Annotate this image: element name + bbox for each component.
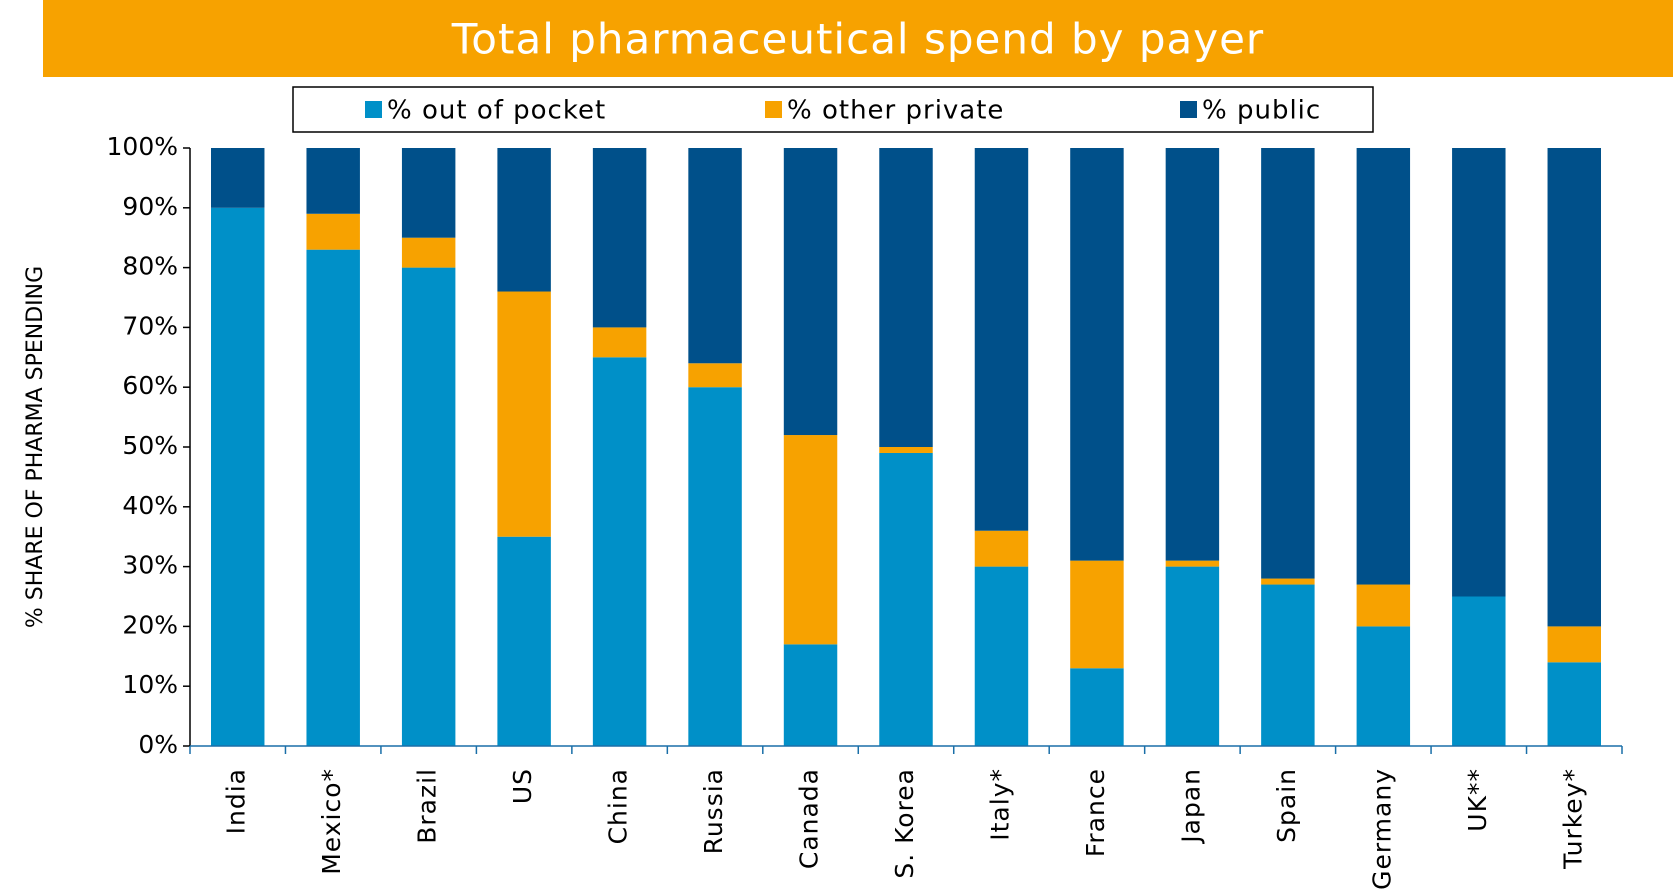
bar-segment [879,148,933,447]
legend-swatch [765,101,782,118]
bar-segment [401,148,456,238]
bar-segment [879,452,933,746]
x-tick-label: UK** [1463,768,1492,832]
bar-segment [306,148,360,214]
bar-segment [974,566,1029,746]
y-tick-label: 80% [122,252,178,281]
bar-segment [1452,148,1506,597]
y-tick-label: 60% [122,371,178,400]
chart-title: Total pharmaceutical spend by payer [451,15,1264,64]
bar-segment [1261,148,1315,579]
legend-swatch [365,101,382,118]
bar-segment [211,148,265,208]
y-axis-label: % SHARE OF PHARMA SPENDING [23,266,48,628]
y-tick-label: 50% [122,431,178,460]
bar-segment [401,237,456,268]
bar-segment [974,530,1029,567]
bar-segment [1261,578,1315,585]
bar-segment [1356,626,1411,746]
bar-segment [1547,662,1601,746]
x-tick-label: Russia [699,768,728,854]
legend-label: % out of pocket [387,96,606,126]
x-tick-label: Brazil [413,768,442,844]
bar-segment [1070,560,1124,669]
legend-swatch [1180,101,1197,118]
x-tick-label: Germany [1367,768,1396,890]
x-tick-label: India [222,768,251,834]
y-tick-label: 30% [122,551,178,580]
bar-segment [1356,148,1411,585]
bar-segment [783,435,838,645]
y-tick-label: 40% [122,491,178,520]
bar-segment [1261,584,1315,746]
bar-segment [1356,584,1411,627]
bar-segment [688,363,742,388]
bar-segment [211,207,265,747]
x-tick-label: China [604,768,633,844]
bar-segment [688,387,742,746]
bar-segment [1165,560,1220,567]
x-tick-label: US [508,768,537,804]
y-tick-label: 70% [122,311,178,340]
bar-segment [1070,668,1124,746]
bar-segment [1165,148,1220,561]
x-tick-label: Turkey* [1558,768,1587,870]
x-tick-label: Spain [1272,768,1301,843]
bar-segment [1547,626,1601,663]
x-tick-label: Japan [1176,768,1205,845]
bar-segment [1070,148,1124,561]
bar-segment [592,357,647,746]
x-tick-label: Canada [795,768,824,869]
bar-segment [401,267,456,746]
bar-segment [1547,148,1601,627]
bar-segment [879,447,933,453]
bar-segment [783,148,838,436]
bar-segment [1452,596,1506,746]
bar-segment [592,148,647,328]
y-tick-label: 90% [122,192,178,221]
x-tick-label: S. Korea [890,768,919,879]
x-tick-label: France [1081,768,1110,857]
title-bar [43,0,1673,77]
x-tick-label: Italy* [985,768,1014,841]
bar-segment [974,148,1029,531]
bar-segment [497,291,551,537]
bar-segment [592,327,647,358]
bar-segment [306,213,360,250]
bar-segment [497,148,551,292]
bar-segment [688,148,742,364]
legend-label: % other private [787,96,1004,126]
bar-segment [306,249,360,746]
y-tick-label: 20% [122,610,178,639]
y-tick-label: 10% [122,670,178,699]
bar-segment [497,536,551,746]
legend-label: % public [1202,96,1321,126]
x-tick-label: Mexico* [317,768,346,875]
y-tick-label: 0% [138,730,178,759]
bar-segment [783,644,838,746]
bar-segment [1165,566,1220,746]
y-tick-label: 100% [107,132,178,161]
